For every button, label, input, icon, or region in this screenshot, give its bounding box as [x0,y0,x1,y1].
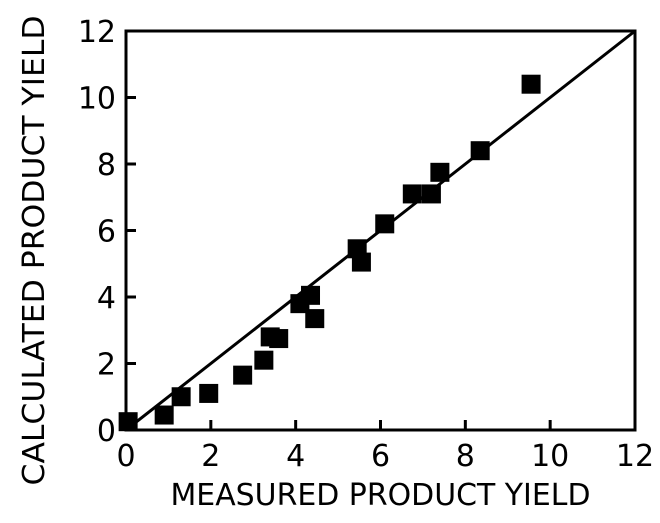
data-point [118,412,138,432]
x-tick-label: 10 [531,439,569,474]
x-tick-label: 0 [116,439,135,474]
y-tick-label: 6 [97,215,116,250]
x-tick-label: 4 [286,439,305,474]
data-point [154,405,174,425]
x-axis-title: MEASURED PRODUCT YIELD [171,478,591,513]
plot-frame [124,29,637,432]
y-axis-title: CALCULATED PRODUCT YIELD [17,16,52,486]
data-point [233,365,253,385]
data-point [301,285,321,305]
y-tick-label: 2 [97,348,116,383]
x-tick-label: 2 [201,439,220,474]
data-point [402,184,422,204]
data-point [375,214,395,234]
data-point [254,350,274,370]
x-tick-label: 6 [371,439,390,474]
y-tick-label: 4 [97,281,116,316]
data-point [305,309,325,329]
data-point [269,329,289,349]
x-tick-label: 12 [616,439,654,474]
points-layer [118,74,541,432]
data-point [521,74,541,94]
tick-labels-layer: 0 2 4 6 8 10 12 0 2 4 6 8 10 12 [78,15,654,474]
data-point [199,383,219,403]
data-point [421,184,441,204]
data-point [470,141,490,161]
data-point [171,387,191,407]
y-tick-label: 0 [97,414,116,449]
y-tick-label: 10 [78,82,116,117]
y-tick-label: 8 [97,148,116,183]
data-point [430,162,450,182]
y-tick-label: 12 [78,15,116,50]
x-tick-label: 8 [456,439,475,474]
data-point [351,252,371,272]
